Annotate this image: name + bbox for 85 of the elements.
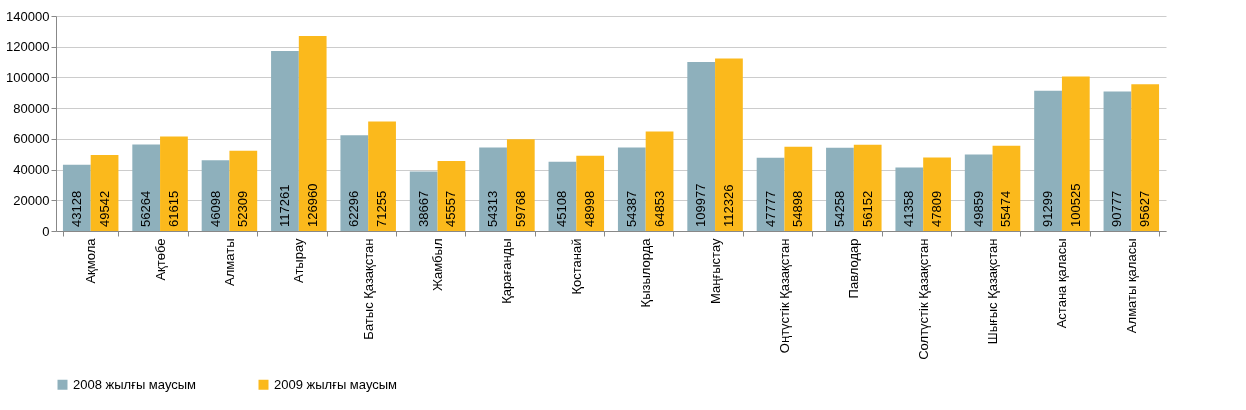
data-label: 126960: [304, 183, 320, 227]
bar: [992, 145, 1021, 231]
bar: [1034, 90, 1062, 231]
data-label: 61615: [165, 190, 181, 227]
data-label: 47777: [762, 190, 778, 227]
bar: [687, 62, 716, 231]
bar: [645, 131, 674, 231]
data-label: 56152: [859, 190, 875, 227]
data-label: 46098: [207, 190, 223, 227]
bar: [62, 164, 91, 231]
bar: [132, 144, 161, 231]
data-label: 41358: [901, 190, 917, 227]
bar: [1061, 76, 1090, 231]
data-label: 54258: [831, 190, 847, 227]
data-label: 54313: [485, 190, 501, 227]
bar: [617, 147, 646, 231]
bar: [576, 155, 605, 231]
x-tick-label: Қызылорда: [638, 237, 654, 308]
data-label: 52309: [235, 190, 251, 227]
data-label: 62296: [346, 190, 362, 227]
data-label: 64853: [651, 190, 667, 227]
data-label: 55474: [998, 190, 1014, 227]
data-label: 117261: [276, 184, 292, 227]
y-tick-label: 0: [42, 223, 50, 239]
data-label: 49859: [970, 190, 986, 227]
x-tick-label: Павлодар: [846, 238, 862, 299]
data-label: 112326: [720, 184, 736, 227]
data-label: 45557: [443, 190, 459, 227]
y-tick-label: 140000: [6, 8, 50, 24]
bar: [923, 157, 951, 231]
bar: [756, 157, 785, 231]
bar: [895, 167, 924, 231]
bar: [715, 58, 743, 231]
bar: [368, 121, 396, 231]
x-tick-label: Қарағанды: [499, 238, 515, 304]
data-label: 95627: [1137, 190, 1153, 227]
y-tick-label: 60000: [13, 131, 50, 147]
bar: [229, 150, 258, 231]
x-tick-label: Қостанай: [568, 238, 584, 295]
data-label: 100525: [1067, 183, 1083, 227]
data-label: 56264: [138, 190, 154, 227]
bar: [853, 144, 882, 231]
data-label: 54387: [623, 190, 639, 227]
bar: [506, 139, 535, 231]
data-label: 109977: [693, 183, 709, 227]
data-label: 54898: [790, 190, 806, 227]
y-tick-label: 100000: [6, 69, 50, 85]
x-tick-label: Жамбыл: [430, 238, 446, 292]
bar: [784, 146, 813, 231]
data-label: 38667: [415, 190, 431, 227]
bar: [826, 147, 854, 231]
bar: [298, 36, 327, 231]
legend-label: 2008 жылғы маусым: [73, 376, 197, 392]
y-tick-label: 120000: [6, 39, 50, 55]
data-label: 91299: [1040, 190, 1056, 227]
y-tick-label: 40000: [13, 162, 50, 178]
x-tick-label: Алматы қаласы: [1123, 238, 1139, 334]
bar: [479, 147, 507, 231]
x-tick-label: Ақтөбе: [152, 238, 168, 281]
x-tick-label: Оңтүстік Қазақстан: [776, 238, 792, 354]
bar: [1103, 91, 1132, 231]
data-label: 59768: [512, 190, 528, 227]
data-label: 45108: [554, 190, 570, 227]
data-label: 48998: [582, 190, 598, 227]
x-tick-label: Атырау: [291, 238, 307, 283]
bar: [340, 135, 369, 231]
x-tick-label: Батыс Қазақстан: [360, 238, 376, 340]
y-tick-label: 80000: [13, 100, 50, 116]
x-tick-label: Астана қаласы: [1054, 238, 1070, 329]
x-tick-label: Ақмола: [83, 237, 99, 284]
data-label: 71255: [374, 190, 390, 227]
bar: [964, 154, 993, 231]
y-tick-label: 20000: [13, 192, 50, 208]
x-tick-label: Солтүстік Қазақстан: [915, 238, 931, 360]
x-tick-label: Маңғыстау: [707, 238, 723, 304]
data-label: 47809: [929, 190, 945, 227]
data-label: 90777: [1109, 190, 1125, 227]
data-label: 49542: [96, 190, 112, 227]
bar: [271, 50, 299, 231]
x-tick-label: Шығыс Қазақстан: [985, 238, 1001, 345]
bar: [160, 136, 188, 231]
data-label: 43128: [68, 190, 84, 227]
bar: [1131, 84, 1160, 231]
x-tick-label: Алматы: [221, 238, 237, 286]
legend-label: 2009 жылғы маусым: [274, 376, 398, 392]
